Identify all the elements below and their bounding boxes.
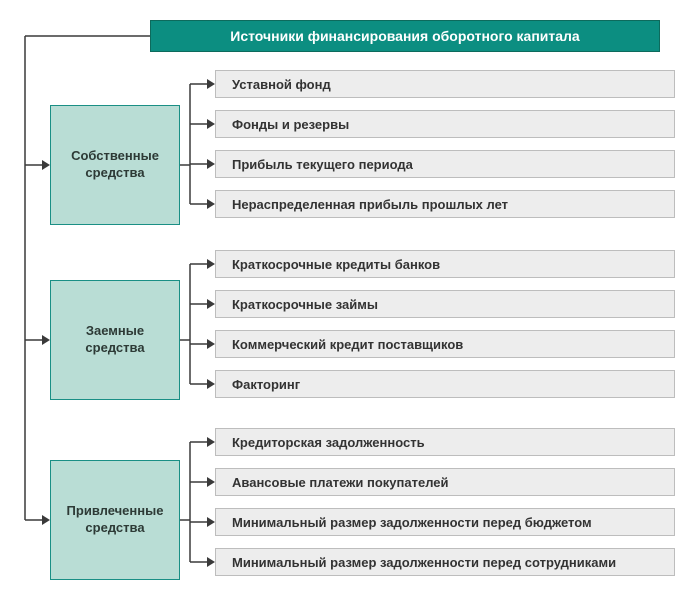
- list-item: Кредиторская задолженность: [215, 428, 675, 456]
- category-label: средства: [85, 165, 144, 182]
- category-box-1: Заемные средства: [50, 280, 180, 400]
- list-item: Факторинг: [215, 370, 675, 398]
- list-item: Коммерческий кредит поставщиков: [215, 330, 675, 358]
- title-bar: Источники финансирования оборотного капи…: [150, 20, 660, 52]
- list-item: Авансовые платежи покупателей: [215, 468, 675, 496]
- list-item: Фонды и резервы: [215, 110, 675, 138]
- diagram-root: Источники финансирования оборотного капи…: [0, 0, 700, 613]
- category-box-2: Привлеченные средства: [50, 460, 180, 580]
- category-label: Собственные: [71, 148, 159, 165]
- category-label: Привлеченные: [67, 503, 164, 520]
- list-item: Уставной фонд: [215, 70, 675, 98]
- category-label: Заемные: [86, 323, 144, 340]
- list-item: Нераспределенная прибыль прошлых лет: [215, 190, 675, 218]
- category-label: средства: [85, 340, 144, 357]
- list-item: Прибыль текущего периода: [215, 150, 675, 178]
- category-label: средства: [85, 520, 144, 537]
- category-box-0: Собственные средства: [50, 105, 180, 225]
- list-item: Минимальный размер задолженности перед б…: [215, 508, 675, 536]
- list-item: Краткосрочные кредиты банков: [215, 250, 675, 278]
- list-item: Минимальный размер задолженности перед с…: [215, 548, 675, 576]
- list-item: Краткосрочные займы: [215, 290, 675, 318]
